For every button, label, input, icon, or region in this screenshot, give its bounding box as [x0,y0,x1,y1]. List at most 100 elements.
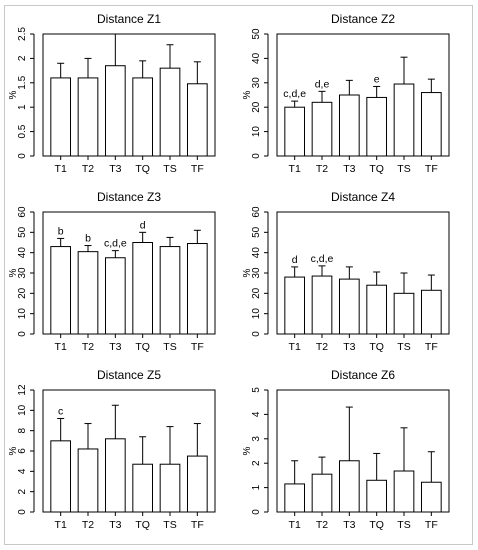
y-tick-label: 0 [251,509,262,515]
y-tick-label: 3 [251,436,262,442]
bar [77,77,99,157]
x-tick-label: T3 [343,163,355,175]
y-tick-label: 1 [17,104,28,110]
plot-box [276,33,450,157]
y-tick-label: 6 [17,448,28,454]
y-tick-label: 4 [251,411,262,417]
y-tick-label: 50 [251,28,262,40]
bar [338,460,360,513]
bar [393,83,415,157]
bar [104,438,126,513]
x-tick-label: TS [397,163,410,175]
bar [311,275,333,335]
bar [132,463,154,513]
y-tick-label: 10 [17,404,28,416]
x-tick-label: T1 [289,341,301,353]
bar [311,101,333,157]
bar [159,246,181,335]
bar [104,65,126,157]
bar [393,292,415,335]
x-tick-label: T2 [316,163,328,175]
x-tick-label: TF [191,163,204,175]
x-tick-label: TF [191,341,204,353]
x-tick-label: T3 [343,519,355,531]
chart-panel-6: Distance Z6 0 1 2 3 4 5% T1 T2 T3 TQ TS TF [242,368,450,531]
plot-box [42,389,216,513]
chart-panel-5: Distance Z5 0 2 4 6 8 10 12% c T1 T2 T3 TQ TS TF [8,368,216,531]
y-tick-label: 0 [251,153,262,159]
y-tick-label: 50 [17,226,28,238]
y-axis-label: % [8,90,19,99]
x-tick-label: T2 [82,519,94,531]
significance-label: c [58,405,63,417]
x-tick-label: T2 [316,341,328,353]
y-tick-label: 50 [251,226,262,238]
x-tick-label: TS [163,341,176,353]
y-tick-label: 60 [251,206,262,218]
bar [366,479,388,513]
y-tick-label: 0 [17,153,28,159]
x-tick-label: T1 [55,341,67,353]
x-tick-label: TQ [135,519,150,531]
y-tick-label: 10 [251,308,262,320]
y-tick-label: 2 [17,55,28,61]
y-tick-label: 30 [251,267,262,279]
bar [104,257,126,335]
y-axis-label: % [8,446,19,455]
y-tick-label: 1.5 [17,75,28,89]
y-tick-label: 0 [17,509,28,515]
y-tick-label: 10 [251,126,262,138]
x-tick-label: TQ [369,163,384,175]
bar [50,246,72,335]
chart-panel-3: Distance Z3 0 10 20 30 40 50 60% b T1 b T2 c,d,e T3 d T… [8,190,216,353]
chart-title: Distance Z3 [97,190,161,204]
y-tick-label: 12 [17,384,28,396]
x-tick-label: T2 [82,341,94,353]
bar [77,448,99,513]
y-tick-label: 40 [17,247,28,259]
x-tick-label: TS [397,519,410,531]
y-tick-label: 2 [251,460,262,466]
y-tick-label: 60 [17,206,28,218]
bar [393,470,415,513]
x-tick-label: T1 [289,163,301,175]
significance-label: d,e [315,78,330,90]
plot-box [42,211,216,335]
plot-box [276,389,450,513]
bar [366,284,388,335]
significance-label: e [374,73,380,85]
bar [50,440,72,513]
significance-label: c,d,e [311,253,334,265]
significance-label: b [58,225,64,237]
bar [284,483,306,513]
bar [420,289,442,335]
y-axis-label: % [242,446,253,455]
bar [284,106,306,157]
chart-title: Distance Z4 [331,190,395,204]
y-tick-label: 30 [17,267,28,279]
x-tick-label: T3 [109,519,121,531]
x-tick-label: TF [425,341,438,353]
x-tick-label: TS [163,519,176,531]
x-tick-label: T2 [316,519,328,531]
x-tick-label: T3 [343,341,355,353]
x-tick-label: TQ [369,519,384,531]
y-tick-label: 30 [251,77,262,89]
bar [366,96,388,157]
x-tick-label: TF [425,163,438,175]
y-tick-label: 0.5 [17,124,28,138]
chart-panel-1: Distance Z1 0 0.5 1 1.5 2 2.5% T1 T2 T3 TQ TS TF [8,12,216,175]
chart-title: Distance Z5 [97,368,161,382]
chart-panel-2: Distance Z2 0 10 20 30 40 50% c,d,e T1 d,e T2 T3 e TQ… [242,12,450,175]
significance-label: c,d,e [283,88,306,100]
y-tick-label: 2.5 [17,27,28,41]
x-tick-label: TQ [135,163,150,175]
bar [159,67,181,157]
y-tick-label: 0 [251,331,262,337]
x-tick-label: T1 [55,519,67,531]
bar [338,278,360,335]
x-tick-label: T2 [82,163,94,175]
plot-box [42,33,216,157]
x-tick-label: TQ [135,341,150,353]
